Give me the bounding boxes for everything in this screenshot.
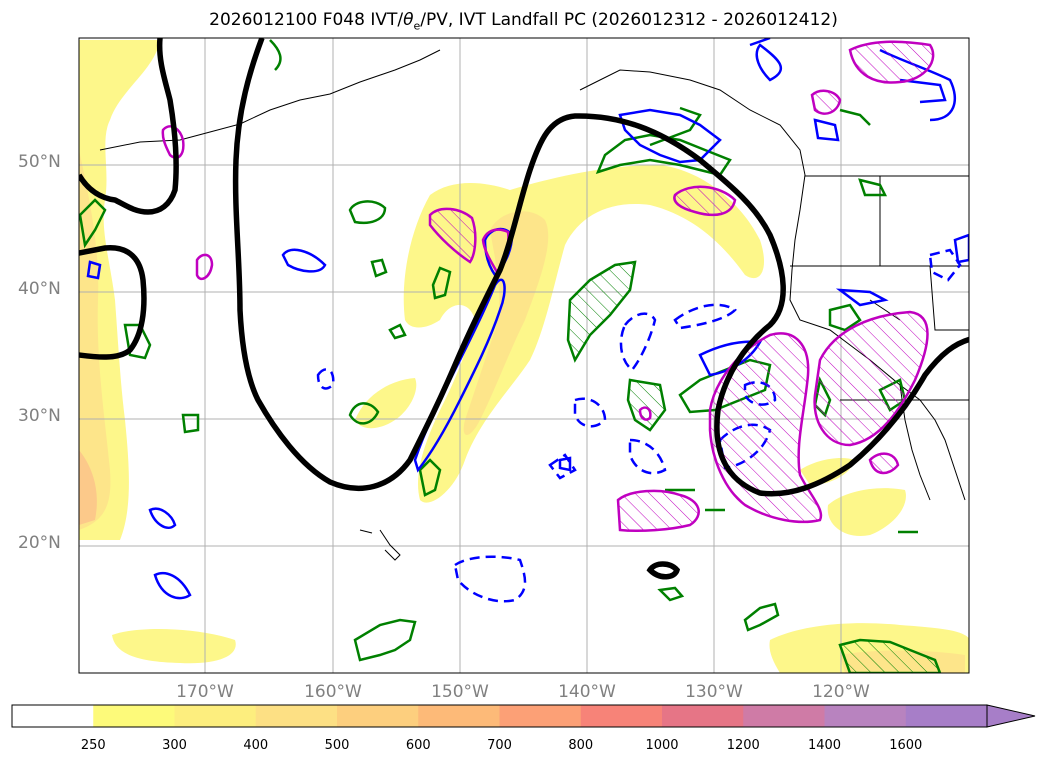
figure-title: 2026012100 F048 IVT/θe/PV, IVT Landfall … <box>0 10 1047 32</box>
colorbar-tick-label: 500 <box>324 738 350 753</box>
colorbar-tick-label: 1200 <box>726 738 760 753</box>
colorbar-tick-label: 1400 <box>807 738 842 753</box>
colorbar-boxes <box>12 705 988 727</box>
lon-label-160w: 160°W <box>304 682 362 702</box>
colorbar-box <box>337 705 419 727</box>
colorbar-tick-label: 400 <box>243 738 269 753</box>
colorbar-box <box>743 705 825 727</box>
colorbar-tick-label: 800 <box>568 738 594 753</box>
colorbar-box <box>824 705 907 727</box>
lon-label-130w: 130°W <box>685 682 743 702</box>
title-theta-sub: e <box>413 19 421 33</box>
colorbar-box <box>580 705 663 727</box>
lon-label-140w: 140°W <box>558 682 616 702</box>
title-suffix: /PV, IVT Landfall PC (2026012312 - 20260… <box>420 10 838 30</box>
colorbar-box <box>174 705 257 727</box>
colorbar-box <box>93 705 175 727</box>
colorbar-box <box>499 705 582 727</box>
colorbar-box <box>662 705 744 727</box>
lat-label-40n: 40°N <box>18 279 61 299</box>
colorbar-tick-label: 700 <box>487 738 512 753</box>
lon-label-150w: 150°W <box>431 682 489 702</box>
colorbar-tick-label: 1000 <box>645 738 679 753</box>
colorbar-tick-label: 600 <box>405 738 431 753</box>
lat-label-30n: 30°N <box>18 406 61 426</box>
colorbar-box <box>255 705 338 727</box>
lon-label-170w: 170°W <box>176 682 234 702</box>
colorbar-tick-label: 1600 <box>889 738 923 753</box>
title-prefix: 2026012100 F048 IVT/ <box>209 10 404 30</box>
ivt-landfall-contours <box>79 38 969 580</box>
colorbar-box <box>12 705 94 727</box>
lon-label-120w: 120°W <box>812 682 870 702</box>
map-frame <box>78 37 970 674</box>
colorbar-extend-arrow <box>986 704 1036 728</box>
colorbar <box>11 704 1036 728</box>
map-figure <box>78 37 970 674</box>
colorbar-frame <box>11 704 988 728</box>
lat-label-20n: 20°N <box>18 533 61 553</box>
colorbar-box <box>418 705 500 727</box>
pv-green-contours <box>79 39 942 673</box>
lat-label-50n: 50°N <box>18 152 61 172</box>
colorbar-box <box>905 705 988 727</box>
colorbar-tick-label: 300 <box>162 738 187 753</box>
title-theta: θ <box>403 10 414 30</box>
theta-magenta-contours <box>161 40 935 533</box>
colorbar-tick-label: 250 <box>80 738 106 753</box>
